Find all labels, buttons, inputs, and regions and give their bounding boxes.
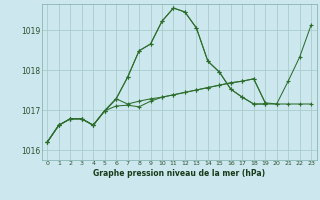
X-axis label: Graphe pression niveau de la mer (hPa): Graphe pression niveau de la mer (hPa) (93, 169, 265, 178)
